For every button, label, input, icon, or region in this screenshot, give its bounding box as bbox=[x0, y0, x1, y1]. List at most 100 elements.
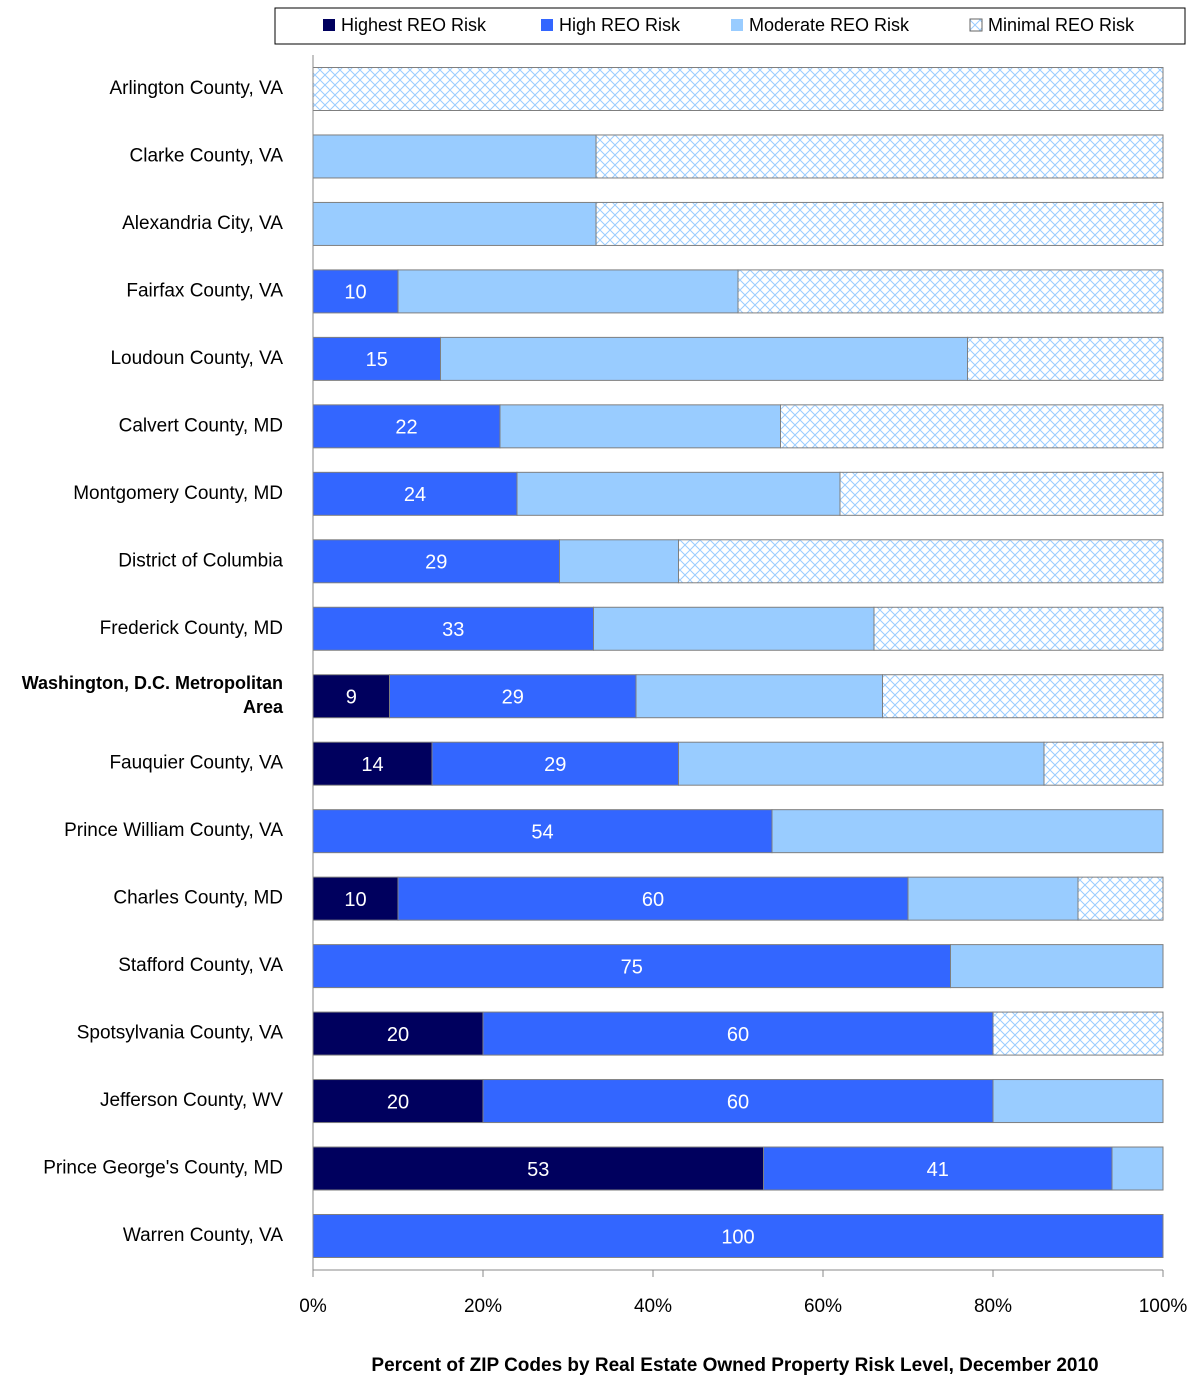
legend-label: Moderate REO Risk bbox=[749, 15, 910, 35]
bar-segment bbox=[635, 674, 883, 719]
bar-segment bbox=[737, 269, 1164, 314]
bar-segment bbox=[312, 1079, 484, 1124]
x-tick-label: 20% bbox=[464, 1296, 502, 1317]
category-label: Fairfax County, VA bbox=[126, 280, 283, 301]
bar-label: 60 bbox=[642, 889, 664, 911]
category-label: Spotsylvania County, VA bbox=[77, 1023, 284, 1044]
bar-segment bbox=[389, 674, 637, 719]
bar-segment bbox=[780, 404, 1164, 449]
bar-segment bbox=[1111, 1146, 1164, 1191]
bar-segment bbox=[593, 606, 875, 651]
bar-label: 10 bbox=[344, 282, 366, 304]
bar-label: 33 bbox=[442, 619, 464, 641]
bar-label: 14 bbox=[361, 754, 383, 776]
bar-segment bbox=[992, 1079, 1164, 1124]
bar-label: 75 bbox=[621, 956, 643, 978]
bar-label: 29 bbox=[425, 552, 447, 574]
bar-label: 53 bbox=[527, 1159, 549, 1181]
bar-label: 20 bbox=[387, 1091, 409, 1113]
bar-segment bbox=[1077, 876, 1164, 921]
bar-segment bbox=[595, 201, 1164, 246]
category-label: Prince William County, VA bbox=[64, 820, 283, 841]
bar-label: 22 bbox=[395, 417, 417, 439]
category-label: Stafford County, VA bbox=[118, 955, 283, 976]
bar-segment bbox=[763, 1146, 1113, 1191]
category-label: Calvert County, MD bbox=[119, 415, 283, 436]
bar-segment bbox=[771, 809, 1164, 854]
bar-segment bbox=[950, 944, 1164, 989]
category-label: Fauquier County, VA bbox=[109, 753, 283, 774]
bar-segment bbox=[499, 404, 781, 449]
bar-segment bbox=[1043, 741, 1164, 786]
x-tick-label: 100% bbox=[1139, 1296, 1188, 1317]
bar-segment bbox=[482, 1011, 994, 1056]
bar-label: 29 bbox=[544, 754, 566, 776]
bar-segment bbox=[312, 471, 518, 516]
bar-segment bbox=[440, 336, 968, 381]
category-label-line: Washington, D.C. Metropolitan bbox=[22, 673, 283, 693]
x-tick-label: 40% bbox=[634, 1296, 672, 1317]
category-label: Frederick County, MD bbox=[100, 618, 283, 639]
bar-label: 41 bbox=[927, 1159, 949, 1181]
bar-segment bbox=[312, 201, 597, 246]
bar-segment bbox=[312, 876, 399, 921]
bar-label: 54 bbox=[531, 821, 553, 843]
bar-segment bbox=[516, 471, 841, 516]
bar-segment bbox=[882, 674, 1164, 719]
x-tick-label: 80% bbox=[974, 1296, 1012, 1317]
bar-segment bbox=[559, 539, 679, 584]
bar-segment bbox=[873, 606, 1164, 651]
category-label: Montgomery County, MD bbox=[73, 483, 283, 504]
bar-segment bbox=[312, 674, 390, 719]
category-label: Alexandria City, VA bbox=[122, 213, 283, 234]
bar-segment bbox=[839, 471, 1164, 516]
category-label: Loudoun County, VA bbox=[110, 348, 283, 369]
bar-segment bbox=[967, 336, 1164, 381]
legend-swatch bbox=[323, 19, 335, 31]
bar-segment bbox=[312, 741, 433, 786]
bar-label: 29 bbox=[502, 687, 524, 709]
bar-label: 20 bbox=[387, 1024, 409, 1046]
category-label: Warren County, VA bbox=[123, 1225, 283, 1246]
legend-label: Minimal REO Risk bbox=[988, 15, 1135, 35]
bar-segment bbox=[397, 269, 739, 314]
bar-segment bbox=[907, 876, 1079, 921]
x-tick-label: 0% bbox=[299, 1296, 327, 1317]
bar-label: 24 bbox=[404, 484, 426, 506]
legend-box bbox=[274, 7, 1186, 45]
bar-segment bbox=[595, 134, 1164, 179]
bar-segment bbox=[312, 539, 560, 584]
legend-label: High REO Risk bbox=[559, 15, 681, 35]
bar-segment bbox=[397, 876, 909, 921]
legend-swatch bbox=[541, 19, 553, 31]
bar-segment bbox=[992, 1011, 1164, 1056]
bar-label: 10 bbox=[344, 889, 366, 911]
bar-segment bbox=[312, 1213, 1164, 1258]
category-label: Washington, D.C. Metropolitan Area bbox=[22, 673, 284, 717]
bar-label: 60 bbox=[727, 1024, 749, 1046]
bar-label: 60 bbox=[727, 1091, 749, 1113]
bar-segment bbox=[312, 67, 1164, 111]
bar-segment bbox=[312, 606, 594, 651]
bar-segment bbox=[678, 539, 1164, 584]
bar-label: 100 bbox=[721, 1226, 754, 1248]
category-label: District of Columbia bbox=[118, 550, 283, 571]
legend-label: Highest REO Risk bbox=[341, 15, 487, 35]
bar-label: 15 bbox=[366, 349, 388, 371]
category-label: Clarke County, VA bbox=[130, 145, 284, 166]
category-label: Prince George's County, MD bbox=[43, 1158, 283, 1179]
bar-segment bbox=[312, 404, 501, 449]
bar-segment bbox=[678, 741, 1045, 786]
category-label: Charles County, MD bbox=[113, 888, 283, 909]
bar-segment bbox=[431, 741, 679, 786]
legend-swatch bbox=[969, 18, 983, 32]
category-label: Arlington County, VA bbox=[109, 78, 283, 99]
category-label: Jefferson County, WV bbox=[100, 1090, 283, 1111]
bar-segment bbox=[312, 134, 597, 179]
bar-label: 9 bbox=[346, 687, 357, 709]
chart-title: Percent of ZIP Codes by Real Estate Owne… bbox=[371, 1355, 1098, 1376]
legend-swatch bbox=[731, 19, 743, 31]
bar-segment bbox=[312, 809, 773, 854]
